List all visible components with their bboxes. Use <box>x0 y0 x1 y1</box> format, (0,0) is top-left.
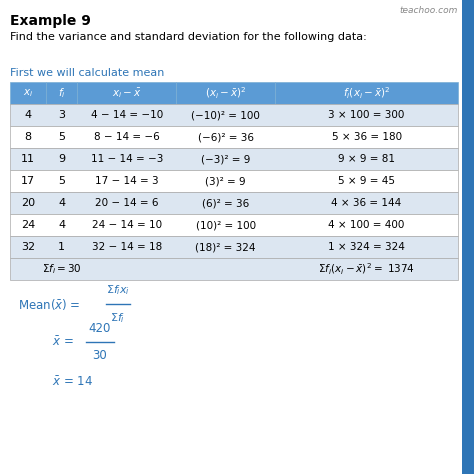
Text: 4: 4 <box>25 110 32 120</box>
Bar <box>10 104 458 126</box>
Text: 8: 8 <box>25 132 32 142</box>
Text: 3: 3 <box>58 110 65 120</box>
Text: 30: 30 <box>92 349 108 362</box>
Text: (10)² = 100: (10)² = 100 <box>196 220 255 230</box>
Text: 4: 4 <box>58 220 65 230</box>
Text: $f_i$: $f_i$ <box>58 86 65 100</box>
Text: $\bar{x}$ =: $\bar{x}$ = <box>52 335 75 349</box>
Text: (3)² = 9: (3)² = 9 <box>205 176 246 186</box>
Bar <box>77 82 176 104</box>
Text: $f_i(x_i-\bar{x})^2$: $f_i(x_i-\bar{x})^2$ <box>343 85 390 100</box>
Text: $\bar{x}$ = 14: $\bar{x}$ = 14 <box>52 375 93 389</box>
Text: 4 × 36 = 144: 4 × 36 = 144 <box>331 198 402 208</box>
Text: 1: 1 <box>58 242 65 252</box>
Text: $\Sigma f_i x_i$: $\Sigma f_i x_i$ <box>106 283 130 297</box>
Text: 9: 9 <box>58 154 65 164</box>
Bar <box>275 82 458 104</box>
Text: 4 − 14 = −10: 4 − 14 = −10 <box>91 110 163 120</box>
Text: $\Sigma f_i$: $\Sigma f_i$ <box>110 311 126 325</box>
Text: 4 × 100 = 400: 4 × 100 = 400 <box>328 220 405 230</box>
Text: 20: 20 <box>21 198 35 208</box>
Text: 11 − 14 = −3: 11 − 14 = −3 <box>91 154 163 164</box>
Bar <box>462 0 474 474</box>
Text: (6)² = 36: (6)² = 36 <box>202 198 249 208</box>
Text: Find the variance and standard deviation for the following data:: Find the variance and standard deviation… <box>10 32 367 42</box>
Bar <box>10 82 46 104</box>
Text: Example 9: Example 9 <box>10 14 91 28</box>
Bar <box>10 236 458 258</box>
Text: 11: 11 <box>21 154 35 164</box>
Bar <box>176 82 275 104</box>
Text: (−6)² = 36: (−6)² = 36 <box>198 132 254 142</box>
Text: 5 × 9 = 45: 5 × 9 = 45 <box>338 176 395 186</box>
Text: 1 × 324 = 324: 1 × 324 = 324 <box>328 242 405 252</box>
Text: 4: 4 <box>58 198 65 208</box>
Bar <box>10 214 458 236</box>
Bar <box>46 82 77 104</box>
Bar <box>10 148 458 170</box>
Bar <box>10 126 458 148</box>
Text: (−3)² = 9: (−3)² = 9 <box>201 154 250 164</box>
Text: First we will calculate mean: First we will calculate mean <box>10 68 164 78</box>
Text: teachoo.com: teachoo.com <box>400 6 458 15</box>
Text: $x_i$: $x_i$ <box>23 87 33 99</box>
Text: $\Sigma f_i(x_i-\bar{x})^2 = \ 1374$: $\Sigma f_i(x_i-\bar{x})^2 = \ 1374$ <box>318 261 415 277</box>
Text: $\Sigma f_i = 30$: $\Sigma f_i = 30$ <box>42 262 82 276</box>
Text: $(x_i-\bar{x})^2$: $(x_i-\bar{x})^2$ <box>205 85 246 100</box>
Text: 32: 32 <box>21 242 35 252</box>
Text: 17 − 14 = 3: 17 − 14 = 3 <box>95 176 159 186</box>
Bar <box>10 258 458 280</box>
Bar <box>10 170 458 192</box>
Text: 3 × 100 = 300: 3 × 100 = 300 <box>328 110 405 120</box>
Text: 20 − 14 = 6: 20 − 14 = 6 <box>95 198 159 208</box>
Bar <box>10 192 458 214</box>
Text: 5: 5 <box>58 132 65 142</box>
Text: 17: 17 <box>21 176 35 186</box>
Text: 5 × 36 = 180: 5 × 36 = 180 <box>331 132 401 142</box>
Text: Mean$(\bar{x})$ =: Mean$(\bar{x})$ = <box>18 297 82 311</box>
Text: 420: 420 <box>89 322 111 335</box>
Text: 9 × 9 = 81: 9 × 9 = 81 <box>338 154 395 164</box>
Text: 24: 24 <box>21 220 35 230</box>
Text: $x_i-\bar{x}$: $x_i-\bar{x}$ <box>112 86 142 100</box>
Text: (18)² = 324: (18)² = 324 <box>195 242 256 252</box>
Text: 32 − 14 = 18: 32 − 14 = 18 <box>92 242 162 252</box>
Text: 5: 5 <box>58 176 65 186</box>
Text: (−10)² = 100: (−10)² = 100 <box>191 110 260 120</box>
Text: 8 − 14 = −6: 8 − 14 = −6 <box>94 132 160 142</box>
Text: 24 − 14 = 10: 24 − 14 = 10 <box>92 220 162 230</box>
